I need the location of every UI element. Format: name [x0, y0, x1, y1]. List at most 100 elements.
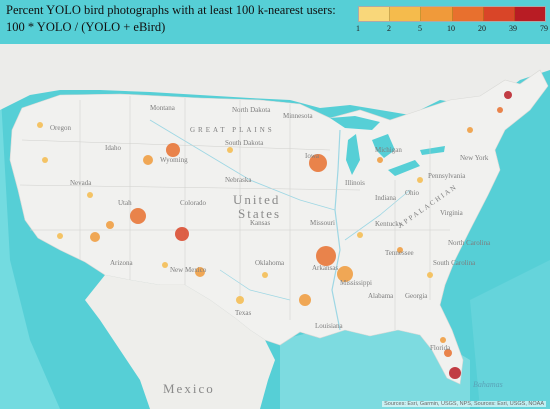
canada-landmass: [0, 44, 550, 115]
hotspot-marker: [377, 157, 383, 163]
label-virginia: Virginia: [440, 209, 464, 217]
hotspot-marker: [42, 157, 48, 163]
hotspot-marker: [175, 227, 189, 241]
legend-tick-5: 5: [418, 24, 422, 33]
label-north-carolina: North Carolina: [448, 239, 491, 247]
legend-swatch-3: [421, 7, 453, 21]
color-legend: 1 2 5 10 20 39 79: [356, 4, 548, 38]
hotspot-marker: [397, 247, 403, 253]
label-states: States: [238, 206, 281, 221]
lake-erie: [388, 160, 420, 176]
label-illinois: Illinois: [345, 179, 365, 187]
hotspot-marker: [449, 367, 461, 379]
lake-michigan: [346, 134, 360, 175]
label-louisiana: Louisiana: [315, 322, 343, 330]
label-ohio: Ohio: [405, 189, 420, 197]
label-mississippi: Mississippi: [340, 279, 372, 287]
hotspot-marker: [444, 349, 452, 357]
hotspot-marker: [262, 272, 268, 278]
hotspot-layer: [37, 91, 512, 379]
label-kentucky: Kentucky: [375, 220, 403, 228]
label-mexico: Mexico: [163, 381, 215, 396]
hotspot-marker: [299, 294, 311, 306]
label-north-dakota: North Dakota: [232, 106, 271, 114]
hotspot-marker: [316, 246, 336, 266]
label-tennessee: Tennessee: [385, 249, 414, 257]
hotspot-marker: [143, 155, 153, 165]
legend-tick-39: 39: [509, 24, 517, 33]
label-alabama: Alabama: [368, 292, 394, 300]
hotspot-marker: [57, 233, 63, 239]
hotspot-marker: [90, 232, 100, 242]
hotspot-marker: [504, 91, 512, 99]
legend-swatch-1: [359, 7, 391, 21]
label-arkansas: Arkansas: [312, 264, 338, 272]
legend-swatch-6: [514, 7, 546, 21]
label-iowa: Iowa: [305, 152, 320, 160]
label-south-dakota: South Dakota: [225, 139, 264, 147]
lake-huron: [372, 134, 395, 158]
hotspot-marker: [440, 337, 446, 343]
label-nevada: Nevada: [70, 179, 92, 187]
label-wyoming: Wyoming: [160, 156, 188, 164]
label-new-mexico: New Mexico: [170, 266, 207, 274]
legend-color-bar: [358, 6, 546, 22]
label-united: United: [233, 192, 280, 207]
label-south-carolina: South Carolina: [433, 259, 476, 267]
atlantic-shelf: [470, 260, 550, 409]
pacific-shelf: [0, 80, 60, 409]
legend-tick-79: 79: [540, 24, 548, 33]
ohio-river: [344, 189, 411, 241]
red-river: [219, 269, 291, 301]
label-kansas: Kansas: [250, 219, 270, 227]
hotspot-marker: [166, 143, 180, 157]
hotspot-marker: [497, 107, 503, 113]
label-new-york: New York: [460, 154, 489, 162]
hotspot-marker: [337, 266, 353, 282]
label-minnesota: Minnesota: [283, 112, 313, 120]
legend-swatch-5: [483, 7, 515, 21]
hotspot-marker: [162, 262, 168, 268]
legend-tick-10: 10: [447, 24, 455, 33]
mexico-landmass: [85, 275, 275, 409]
hotspot-marker: [309, 154, 327, 172]
label-georgia: Georgia: [405, 292, 428, 300]
gulf-shelf: [280, 320, 470, 409]
label-nebraska: Nebraska: [225, 176, 252, 184]
hotspot-marker: [87, 192, 93, 198]
label-montana: Montana: [150, 104, 176, 112]
label-arizona: Arizona: [110, 259, 133, 267]
map-attribution[interactable]: Sources: Esri, Garmin, USGS, NPS, Source…: [382, 401, 546, 407]
legend-tick-1: 1: [356, 24, 360, 33]
label-texas: Texas: [235, 309, 252, 317]
label-pennsylvania: Pennsylvania: [428, 172, 466, 180]
legend-swatch-2: [390, 7, 422, 21]
label-great-plains: GREAT PLAINS: [190, 126, 275, 134]
label-utah: Utah: [118, 199, 132, 207]
lake-ontario: [420, 146, 445, 155]
label-indiana: Indiana: [375, 194, 397, 202]
label-bahamas: Bahamas: [473, 380, 503, 389]
label-michigan: Michigan: [375, 146, 402, 154]
legend-tick-2: 2: [387, 24, 391, 33]
hotspot-marker: [195, 267, 205, 277]
label-missouri: Missouri: [310, 219, 335, 227]
hotspot-marker: [357, 232, 363, 238]
hotspot-marker: [417, 177, 423, 183]
hotspot-marker: [37, 122, 43, 128]
legend-tick-20: 20: [478, 24, 486, 33]
hotspot-marker: [106, 221, 114, 229]
hotspot-marker: [227, 147, 233, 153]
state-borders: [19, 96, 450, 330]
label-idaho: Idaho: [105, 144, 121, 152]
lake-superior: [330, 116, 380, 130]
legend-swatch-4: [452, 7, 484, 21]
title-line-1: Percent YOLO bird photographs with at le…: [6, 3, 336, 17]
label-florida: Florida: [430, 344, 451, 352]
label-colorado: Colorado: [180, 199, 207, 207]
title-line-2: 100 * YOLO / (YOLO + eBird): [6, 20, 166, 34]
label-oregon: Oregon: [50, 124, 71, 132]
hotspot-marker: [236, 296, 244, 304]
